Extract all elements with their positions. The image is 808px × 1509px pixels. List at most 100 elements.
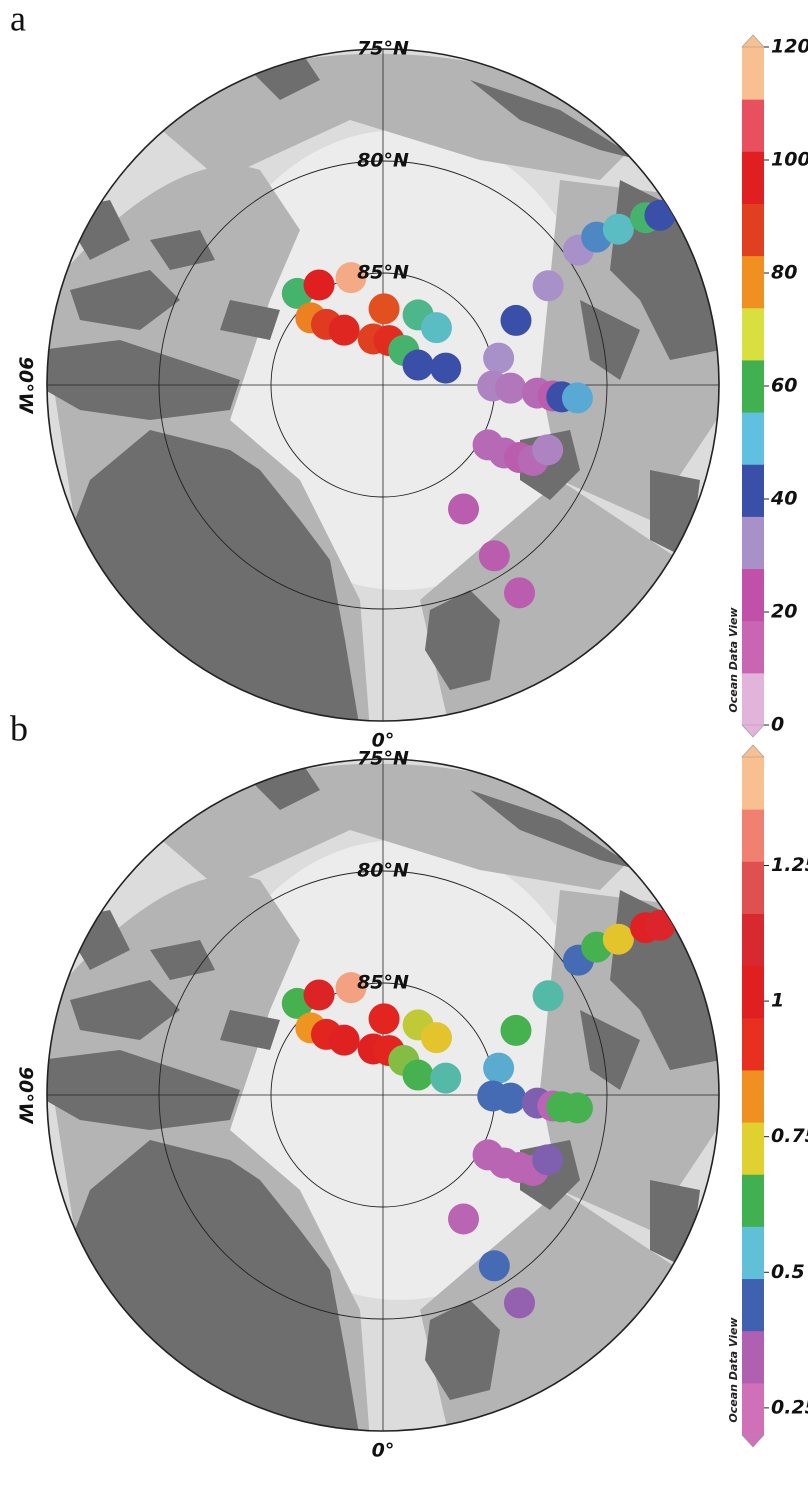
colorbar-tick-label: 0 [771, 714, 784, 736]
colorbar-band [742, 516, 764, 570]
station-dot [402, 1059, 434, 1091]
station-dot [644, 909, 676, 941]
points [281, 199, 676, 609]
station-dot [478, 1250, 510, 1282]
station-dot [504, 577, 536, 609]
colorbar-band [742, 1330, 764, 1384]
station-dot [448, 1203, 480, 1235]
station-dot [402, 349, 434, 381]
panel: b75°N80°N85°N90°W0°90°E0.250.50.7511.25O… [10, 708, 808, 1461]
station-dot [483, 342, 515, 374]
colorbar-band [742, 809, 764, 862]
station-dot [420, 312, 452, 344]
colorbar-credit: Ocean Data View [727, 1317, 740, 1423]
station-dot [420, 1022, 452, 1054]
station-dot [448, 493, 480, 525]
parallel-label: 80°N [357, 860, 409, 882]
station-dot [532, 980, 564, 1012]
colorbar-tick-label: 80 [771, 262, 797, 284]
parallel-label: 75°N [357, 38, 409, 60]
parallel-circle [158, 870, 608, 1320]
colorbar-band [742, 1278, 764, 1332]
parallel-circle [46, 758, 720, 1432]
meridian-label: 0° [372, 1440, 395, 1462]
station-dot [561, 382, 593, 414]
colorbar-band [742, 203, 764, 257]
colorbar-tick-label: 100 [771, 149, 808, 171]
colorbar-band [742, 861, 764, 914]
colorbar-tick-label: 120 [771, 36, 808, 58]
colorbar-band [742, 151, 764, 204]
parallel-label: 85°N [357, 262, 409, 284]
colorbar-tick-label: 1 [771, 990, 784, 1012]
colorbar-tick-label: 1.25 [771, 854, 808, 876]
colorbar-band [742, 255, 764, 309]
meridian-label: 90°W [15, 357, 37, 415]
colorbar-band [742, 1382, 764, 1436]
colorbar-band [742, 913, 764, 967]
station-dot [430, 1062, 462, 1094]
station-dot [602, 923, 634, 955]
station-dot [495, 1082, 527, 1114]
colorbar-band [742, 359, 764, 413]
colorbar-tick-label: 0.25 [771, 1396, 808, 1418]
colorbar-tick-label: 0.75 [771, 1125, 808, 1147]
station-dot [602, 213, 634, 245]
parallel-label: 75°N [357, 748, 409, 770]
colorbar-band [742, 1069, 764, 1123]
colorbar-band [742, 757, 764, 810]
colorbar-band [742, 1017, 764, 1071]
colorbar-band [742, 1226, 764, 1280]
station-dot [335, 262, 367, 294]
colorbar-extend [741, 1434, 765, 1448]
colorbar-band [742, 620, 764, 674]
colorbar-band [742, 672, 764, 726]
colorbar-extend [741, 34, 765, 48]
station-dot [328, 314, 360, 346]
station-dot [430, 352, 462, 384]
points [281, 909, 676, 1319]
meridian-label: 90°W [15, 1067, 37, 1125]
colorbar-band [742, 99, 764, 152]
colorbar-band [742, 965, 764, 1019]
station-dot [500, 304, 532, 336]
station-dot [335, 972, 367, 1004]
colorbar-band [742, 464, 764, 517]
station-dot [532, 270, 564, 302]
station-dot [561, 1092, 593, 1124]
station-dot [532, 434, 564, 466]
station-dot [500, 1014, 532, 1046]
station-dot [532, 1144, 564, 1176]
panel-letter: a [10, 0, 26, 38]
station-dot [483, 1052, 515, 1084]
parallel-circle [46, 48, 720, 722]
colorbar-extend [741, 724, 765, 738]
colorbar-tick-label: 20 [771, 601, 797, 623]
colorbar-credit: Ocean Data View [727, 607, 740, 713]
station-dot [495, 372, 527, 404]
parallel-label: 85°N [357, 972, 409, 994]
parallel-circle [158, 160, 608, 610]
colorbar-band [742, 568, 764, 622]
station-dot [368, 1003, 400, 1035]
station-dot [504, 1287, 536, 1319]
meridian-label: 0° [372, 730, 395, 752]
panel: a75°N80°N85°N90°W0°90°E020406080100120Oc… [10, 0, 808, 752]
colorbar-band [742, 1122, 764, 1175]
colorbar-tick-label: 40 [770, 488, 797, 510]
colorbar-extend [741, 744, 765, 758]
colorbar-tick-label: 60 [771, 375, 797, 397]
station-dot [644, 199, 676, 231]
station-dot [303, 979, 335, 1011]
station-dot [303, 269, 335, 301]
parallel-label: 80°N [357, 150, 409, 172]
panel-letter: b [10, 708, 28, 748]
station-dot [478, 540, 510, 572]
colorbar-band [742, 47, 764, 100]
station-dot [368, 293, 400, 325]
station-dot [328, 1024, 360, 1056]
colorbar-band [742, 307, 764, 361]
colorbar-band [742, 1174, 764, 1227]
